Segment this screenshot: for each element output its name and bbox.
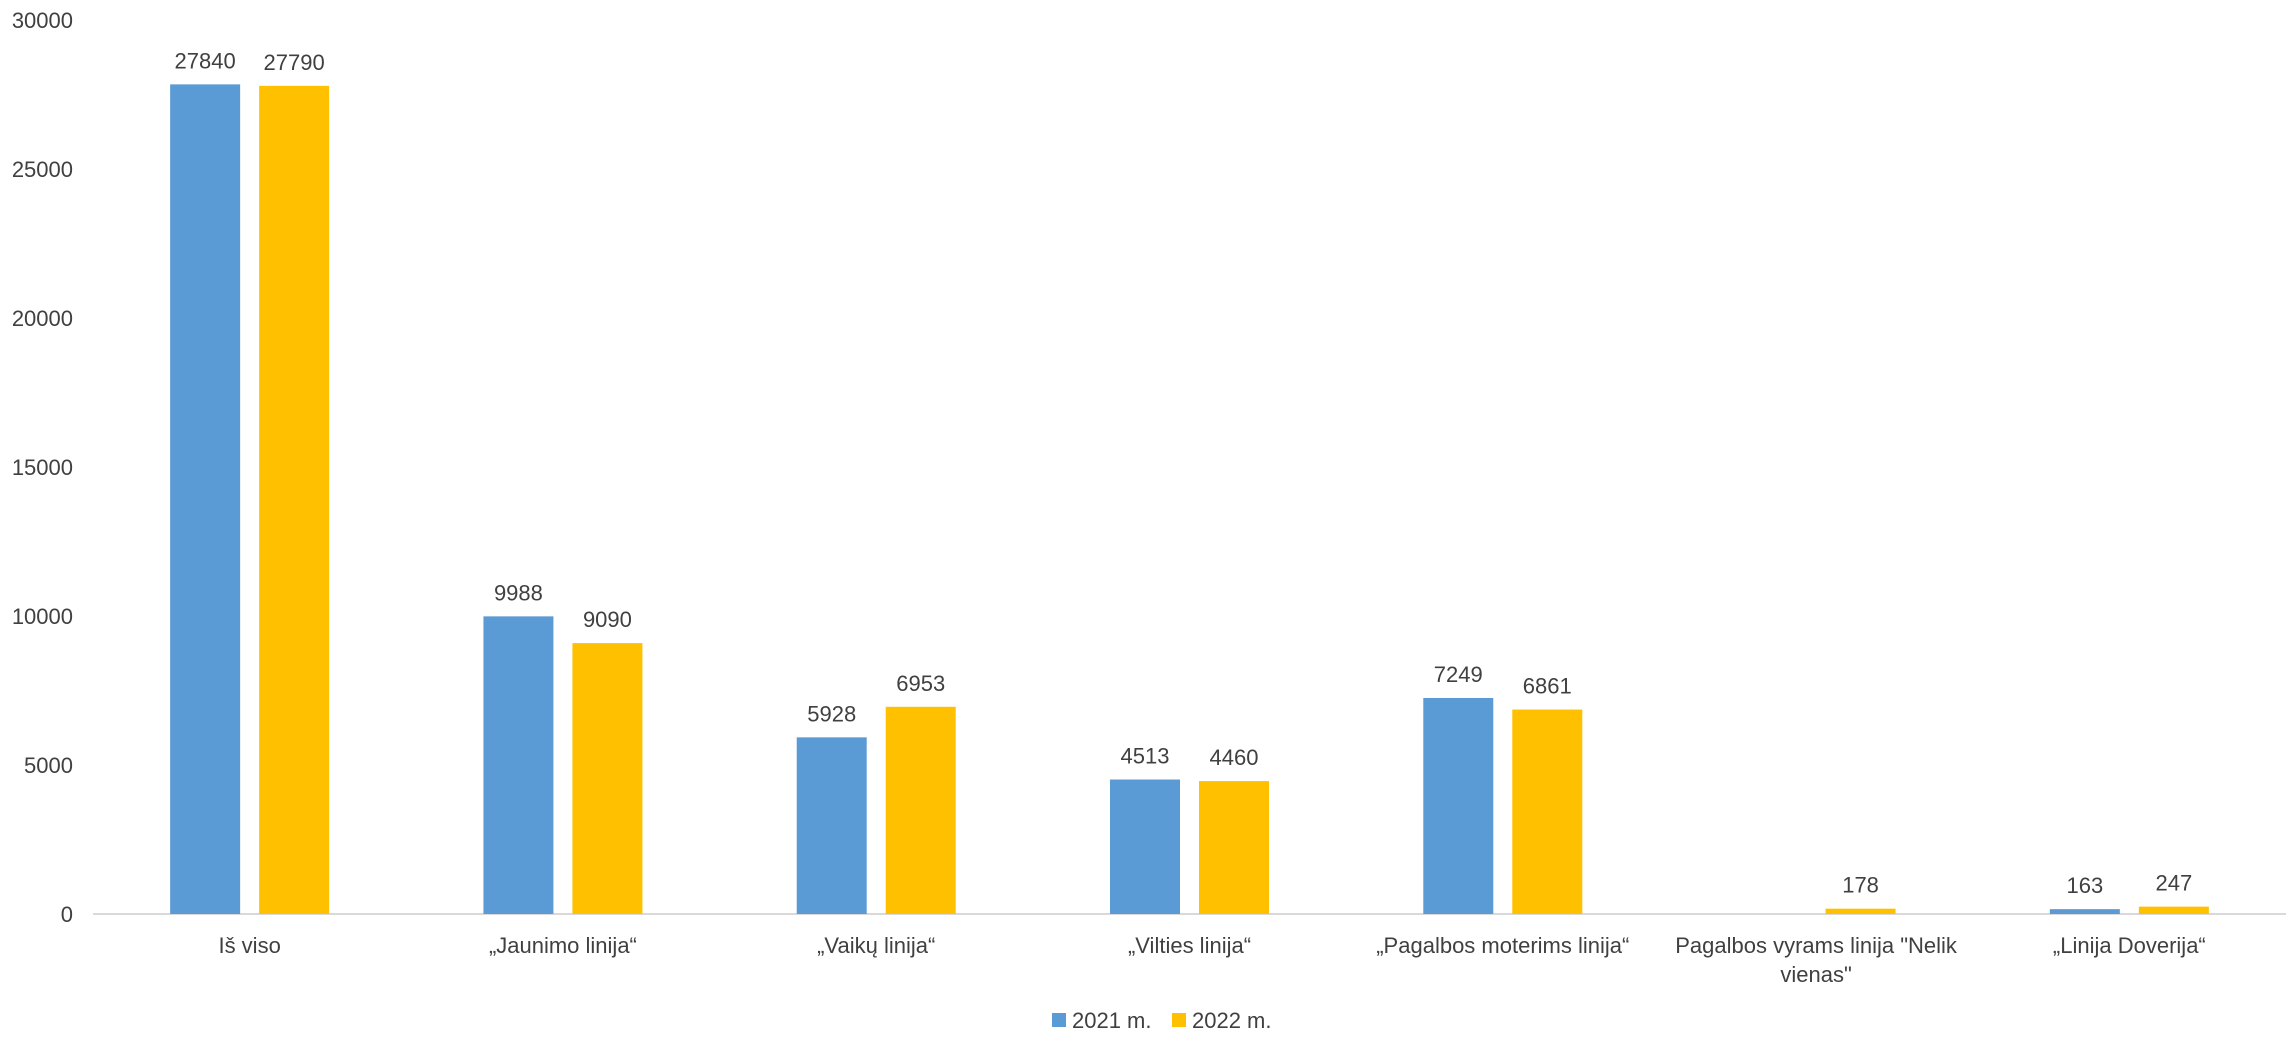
bar <box>259 85 330 914</box>
bar <box>1110 779 1180 914</box>
y-tick-label: 15000 <box>12 455 73 480</box>
bar <box>1825 908 1896 914</box>
y-tick-label: 30000 <box>12 8 73 33</box>
data-label: 247 <box>2155 871 2192 896</box>
category-label: „Vilties linija“ <box>1128 933 1251 958</box>
category-label: „Vaikų linija“ <box>817 933 935 958</box>
category-labels: Iš viso „Jaunimo linija“ „Vaikų linija“ „Vi… <box>218 933 2205 987</box>
legend-label: 2022 m. <box>1192 1008 1272 1033</box>
data-label: 9988 <box>494 580 543 605</box>
y-tick-label: 0 <box>61 902 73 927</box>
legend-swatch <box>1172 1013 1186 1027</box>
bar <box>2049 909 2120 914</box>
category-label: „Jaunimo linija“ <box>489 933 637 958</box>
y-tick-label: 5000 <box>24 753 73 778</box>
bars <box>170 84 2209 915</box>
category-label: „Linija Doverija“ <box>2053 933 2206 958</box>
legend-label: 2021 m. <box>1072 1008 1152 1033</box>
data-label: 4513 <box>1121 744 1170 769</box>
y-tick-label: 25000 <box>12 157 73 182</box>
bar <box>1199 781 1269 914</box>
data-labels: 27840 27790 9988 9090 5928 6953 4513 4460 7249 68… <box>175 48 2193 898</box>
y-tick-label: 10000 <box>12 604 73 629</box>
y-tick-label: 20000 <box>12 306 73 331</box>
category-label: vienas" <box>1780 962 1851 987</box>
bar <box>572 643 643 914</box>
data-label: 163 <box>2066 873 2103 898</box>
data-label: 6861 <box>1523 674 1572 699</box>
data-label: 9090 <box>583 607 632 632</box>
bar <box>2138 906 2209 914</box>
bar <box>483 616 554 914</box>
category-label: „Pagalbos moterims linija“ <box>1376 933 1629 958</box>
data-label: 6953 <box>896 671 945 696</box>
legend-swatch <box>1052 1013 1066 1027</box>
data-label: 7249 <box>1434 662 1483 687</box>
category-label: Pagalbos vyrams linija "Nelik <box>1675 933 1958 958</box>
category-label: Iš viso <box>218 933 280 958</box>
data-label: 4460 <box>1210 745 1259 770</box>
bar <box>1512 709 1583 914</box>
data-label: 5928 <box>807 701 856 726</box>
data-label: 27790 <box>264 50 325 75</box>
bar <box>885 706 956 914</box>
bar <box>796 737 867 914</box>
data-label: 27840 <box>175 48 236 73</box>
bar <box>1423 697 1494 914</box>
y-axis-ticks: 0 5000 10000 15000 20000 25000 30000 <box>12 8 73 927</box>
bar <box>170 84 241 915</box>
data-label: 178 <box>1842 873 1879 898</box>
legend: 2021 m. 2022 m. <box>1052 1008 1272 1033</box>
